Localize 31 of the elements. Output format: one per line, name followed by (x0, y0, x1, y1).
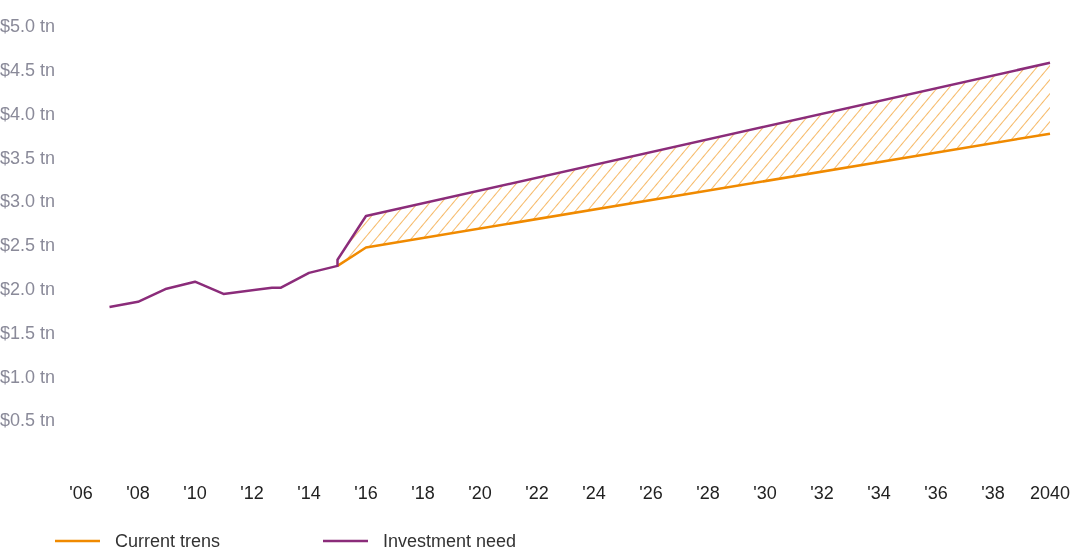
y-tick-label: $2.0 tn (0, 278, 56, 299)
y-tick-label: $3.5 tn (0, 147, 56, 168)
y-tick-label: $1.5 tn (0, 322, 56, 343)
x-tick-label: '30 (753, 483, 777, 503)
x-tick-label: '10 (183, 483, 207, 503)
x-tick-label: '12 (240, 483, 264, 503)
x-tick-label: '06 (69, 483, 93, 503)
x-tick-label: '14 (297, 483, 321, 503)
x-tick-label: '20 (468, 483, 492, 503)
y-tick-label: $2.5 tn (0, 235, 56, 256)
x-tick-label: '08 (126, 483, 150, 503)
x-tick-label: '34 (867, 483, 891, 503)
y-tick-label: $4.5 tn (0, 60, 56, 81)
x-tick-label: '16 (354, 483, 378, 503)
x-tick-label: '36 (924, 483, 948, 503)
y-tick-label: $0.5 tn (0, 410, 56, 431)
x-tick-label: '28 (696, 483, 720, 503)
y-tick-label: $5.0 tn (0, 16, 56, 37)
y-tick-label: $4.0 tn (0, 103, 56, 124)
x-tick-label: '22 (525, 483, 549, 503)
line-series (108, 61, 1052, 309)
x-tick-label: '38 (981, 483, 1005, 503)
legend-label: Current trens (115, 531, 221, 552)
x-tick-label: '18 (411, 483, 435, 503)
x-tick-label: '32 (810, 483, 834, 503)
x-tick-label: '24 (582, 483, 606, 503)
y-tick-label: $3.0 tn (0, 191, 56, 212)
legend-label: Investment need (383, 531, 517, 552)
y-tick-label: $1.0 tn (0, 366, 56, 387)
x-tick-label: 2040 (1029, 483, 1071, 503)
x-tick-label: '26 (639, 483, 663, 503)
